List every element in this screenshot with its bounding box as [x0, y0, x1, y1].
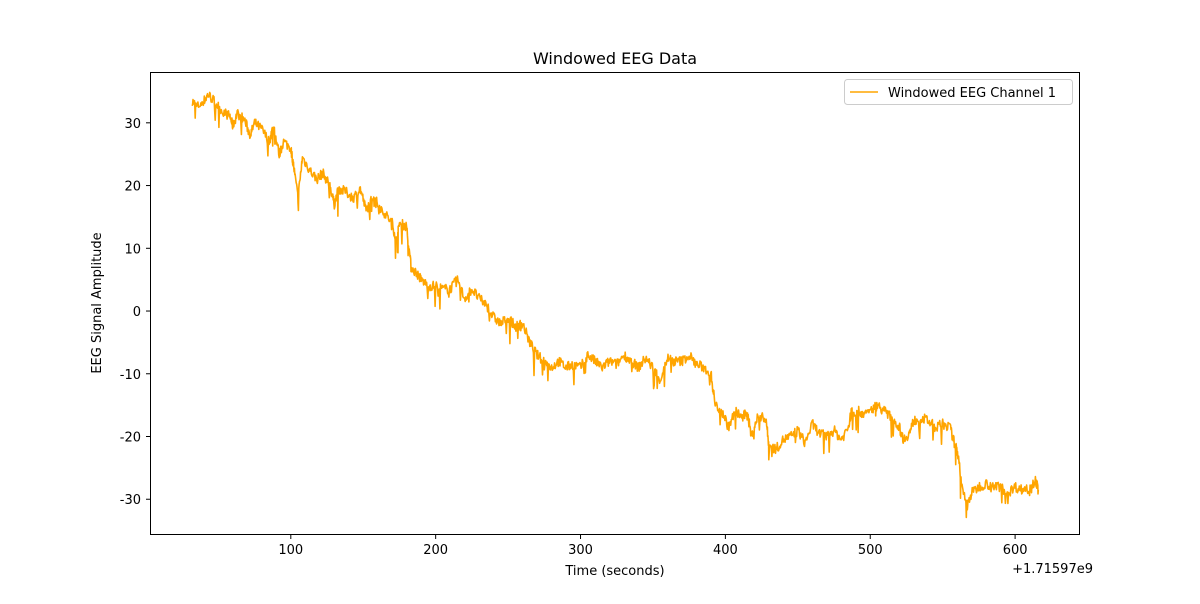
plot-frame — [150, 72, 1080, 535]
x-offset-label: +1.71597e9 — [1012, 562, 1093, 577]
x-tick-label: 100 — [278, 543, 303, 558]
y-tick-label: 0 — [133, 305, 141, 320]
x-tick-label: 300 — [568, 543, 593, 558]
y-tick-label: -10 — [120, 368, 141, 383]
series-line-eeg-channel-1 — [191, 91, 1040, 519]
legend-label: Windowed EEG Channel 1 — [888, 86, 1056, 101]
x-tick-label: 600 — [1003, 543, 1028, 558]
y-tick-label: 30 — [124, 117, 141, 132]
x-axis-label: Time (seconds) — [564, 564, 664, 579]
y-tick-label: -30 — [120, 493, 141, 508]
x-tick-label: 200 — [423, 543, 448, 558]
y-tick-label: 10 — [124, 242, 141, 257]
legend-box — [844, 79, 1073, 105]
y-tick-label: 20 — [124, 180, 141, 195]
x-tick-label: 400 — [713, 543, 738, 558]
x-tick-label: 500 — [858, 543, 883, 558]
chart-title: Windowed EEG Data — [533, 49, 697, 68]
legend: Windowed EEG Channel 1 — [844, 79, 1073, 105]
y-axis-label: EEG Signal Amplitude — [90, 232, 105, 373]
y-tick-label: -20 — [120, 431, 141, 446]
